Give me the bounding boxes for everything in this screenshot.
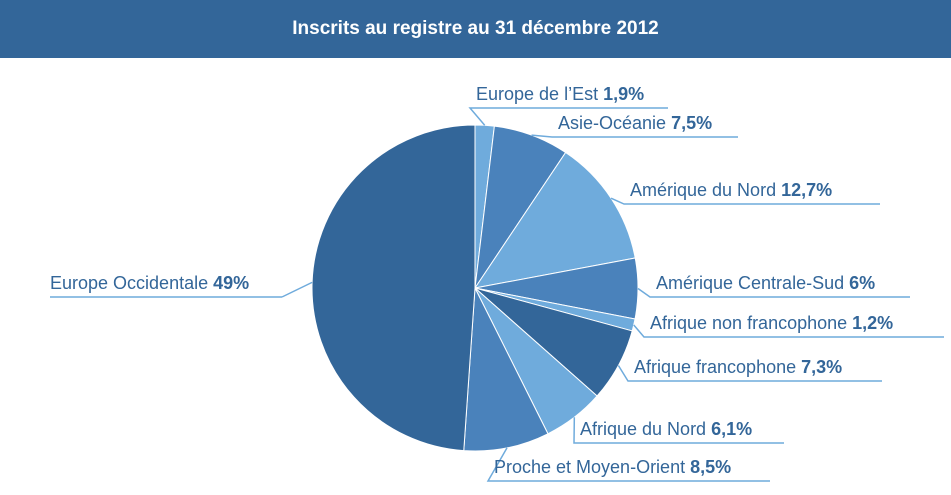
leader-line-europe-de-l-est: [468, 107, 668, 126]
leader-line-amerique-centrale-sud: [637, 287, 910, 298]
slice-label-afrique-non-francophone: Afrique non francophone 1,2%: [650, 313, 893, 333]
leader-line-afrique-non-francophone: [633, 324, 944, 338]
slice-label-europe-occidentale: Europe Occidentale 49%: [50, 273, 249, 293]
slice-label-proche-et-moyen-orient: Proche et Moyen-Orient 8,5%: [494, 457, 731, 477]
leader-line-asie-oceanie: [531, 134, 738, 138]
slice-label-amerique-du-nord: Amérique du Nord 12,7%: [630, 180, 832, 200]
slice-label-name: Europe de l’Est: [476, 84, 603, 104]
slice-label-name: Afrique non francophone: [650, 313, 852, 333]
chart-title-bar: Inscrits au registre au 31 décembre 2012: [0, 0, 951, 58]
pie-slice-amerique-du-nord: [473, 151, 636, 289]
slice-label-value: 8,5%: [690, 457, 731, 477]
slice-label-value: 12,7%: [781, 180, 832, 200]
slice-label-value: 1,9%: [603, 84, 644, 104]
slice-label-name: Amérique Centrale-Sud: [656, 273, 849, 293]
leader-line-afrique-du-nord: [573, 417, 784, 444]
slice-label-name: Amérique du Nord: [630, 180, 781, 200]
leader-connector-europe-occidentale: [281, 281, 313, 298]
slice-label-value: 7,5%: [671, 113, 712, 133]
pie-slice-europe-occidentale: [311, 124, 476, 452]
slice-label-name: Proche et Moyen-Orient: [494, 457, 690, 477]
leader-line-afrique-francophone: [617, 365, 882, 382]
slice-label-name: Asie-Océanie: [558, 113, 671, 133]
slice-label-value: 7,3%: [801, 357, 842, 377]
slice-label-name: Afrique du Nord: [580, 419, 711, 439]
leader-line-proche-et-moyen-orient: [486, 447, 770, 482]
slice-label-afrique-du-nord: Afrique du Nord 6,1%: [580, 419, 752, 439]
slice-label-value: 1,2%: [852, 313, 893, 333]
slice-label-name: Afrique francophone: [634, 357, 801, 377]
slice-label-value: 6,1%: [711, 419, 752, 439]
slice-label-name: Europe Occidentale: [50, 273, 213, 293]
chart-title: Inscrits au registre au 31 décembre 2012: [292, 18, 659, 39]
leader-line-amerique-du-nord: [610, 197, 880, 205]
slice-label-value: 6%: [849, 273, 875, 293]
slice-label-value: 49%: [213, 273, 249, 293]
slice-label-europe-de-l-est: Europe de l’Est 1,9%: [476, 84, 644, 104]
slice-label-amerique-centrale-sud: Amérique Centrale-Sud 6%: [656, 273, 875, 293]
slice-label-asie-oceanie: Asie-Océanie 7,5%: [558, 113, 712, 133]
slice-label-afrique-francophone: Afrique francophone 7,3%: [634, 357, 842, 377]
pie-slice-proche-et-moyen-orient: [463, 286, 549, 452]
